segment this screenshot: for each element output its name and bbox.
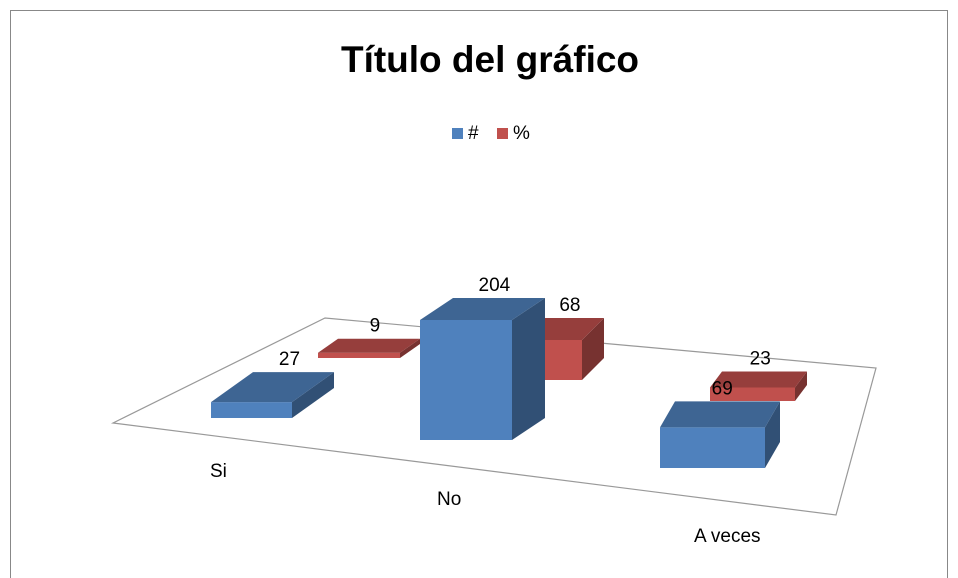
data-label: 68 [559,295,580,316]
bar-top [420,298,545,320]
bar-side [765,401,780,468]
bar-side [582,318,604,380]
bar-side [400,338,420,358]
x-tick-label: Si [210,461,227,482]
bar-side [512,298,545,440]
bar [318,352,400,358]
bar-side [292,372,334,418]
bar [660,427,765,468]
bar-top [318,338,420,353]
legend-swatch [452,128,463,139]
data-label: 204 [479,275,511,296]
legend-swatch [497,128,508,139]
chart-title: Título del gráfico [341,39,639,80]
data-label: 23 [750,348,771,369]
bar-side [795,371,807,401]
x-tick-label: A veces [694,526,761,547]
bar-top [710,371,807,388]
bar-top [211,372,334,403]
bar [211,402,292,418]
bar [420,320,512,440]
legend-label: # [468,123,479,144]
bar-top [660,401,780,428]
data-label: 27 [279,349,300,370]
bar [710,387,795,401]
data-label: 69 [712,378,733,399]
legend-label: % [513,123,530,144]
data-label: 9 [370,316,381,337]
x-tick-label: No [437,489,461,510]
